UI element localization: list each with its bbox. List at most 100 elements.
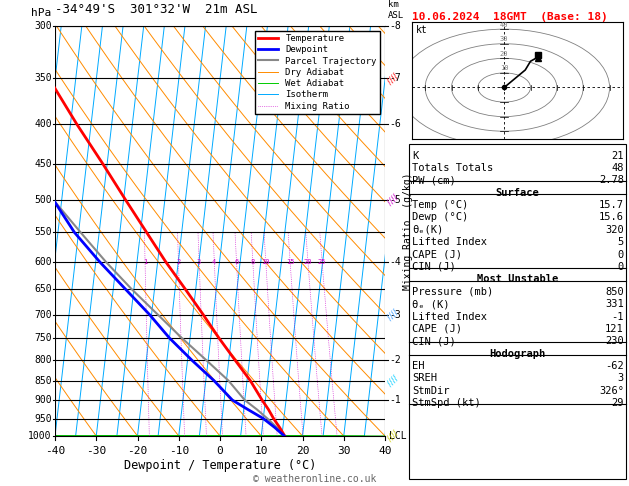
Text: EH: EH [412,361,425,371]
Text: 0: 0 [216,446,223,456]
Text: 20: 20 [304,259,312,265]
Text: 10.06.2024  18GMT  (Base: 18): 10.06.2024 18GMT (Base: 18) [412,12,608,22]
Text: 800: 800 [34,355,52,365]
Text: 1000: 1000 [28,431,52,441]
Text: -62: -62 [605,361,624,371]
Text: -2: -2 [389,355,401,365]
Text: 450: 450 [34,159,52,169]
Text: 320: 320 [605,225,624,235]
Text: 230: 230 [605,336,624,347]
Text: Hodograph: Hodograph [489,348,545,359]
Text: PW (cm): PW (cm) [412,175,456,185]
Text: CIN (J): CIN (J) [412,336,456,347]
Text: 10: 10 [500,66,508,71]
Text: 25: 25 [318,259,326,265]
Text: 550: 550 [34,227,52,238]
Text: -8: -8 [389,21,401,31]
Text: 0: 0 [618,250,624,260]
Text: ////: //// [386,373,401,388]
Text: CAPE (J): CAPE (J) [412,250,462,260]
Text: Pressure (mb): Pressure (mb) [412,287,493,297]
Text: 29: 29 [611,398,624,408]
Text: 10: 10 [262,259,270,265]
Text: LCL: LCL [389,431,407,441]
Text: 30: 30 [500,36,508,42]
Text: 6: 6 [235,259,238,265]
Text: ////: //// [386,307,401,322]
Text: Lifted Index: Lifted Index [412,237,487,247]
Text: 8: 8 [251,259,255,265]
Text: -40: -40 [45,446,65,456]
Text: 20: 20 [500,51,508,57]
Text: StmSpd (kt): StmSpd (kt) [412,398,481,408]
Text: km
ASL: km ASL [388,0,404,20]
Text: CIN (J): CIN (J) [412,262,456,272]
Text: -10: -10 [169,446,189,456]
Text: 0: 0 [618,262,624,272]
Text: ////: //// [386,193,401,207]
Text: 300: 300 [34,21,52,31]
Text: Lifted Index: Lifted Index [412,312,487,322]
Text: hPa: hPa [31,8,52,18]
Text: 3: 3 [618,373,624,383]
Text: 600: 600 [34,257,52,267]
Text: -7: -7 [389,73,401,84]
Text: -3: -3 [389,310,401,319]
Text: 850: 850 [34,376,52,386]
Text: 400: 400 [34,119,52,129]
Text: -34°49'S  301°32'W  21m ASL: -34°49'S 301°32'W 21m ASL [55,3,257,16]
Text: 1: 1 [143,259,147,265]
Text: -5: -5 [389,195,401,205]
Text: -6: -6 [389,119,401,129]
Text: kt: kt [416,25,428,35]
Text: 2: 2 [176,259,181,265]
Text: 30: 30 [337,446,350,456]
Text: 700: 700 [34,310,52,319]
Text: -1: -1 [611,312,624,322]
Text: 121: 121 [605,324,624,334]
Text: 40: 40 [378,446,392,456]
Text: StmDir: StmDir [412,386,450,396]
Text: Totals Totals: Totals Totals [412,163,493,173]
Text: Temp (°C): Temp (°C) [412,200,468,210]
Text: ////: //// [386,429,401,443]
Text: SREH: SREH [412,373,437,383]
Text: θₑ (K): θₑ (K) [412,299,450,309]
Text: Dewpoint / Temperature (°C): Dewpoint / Temperature (°C) [124,459,316,471]
Text: © weatheronline.co.uk: © weatheronline.co.uk [253,473,376,484]
Text: 20: 20 [296,446,309,456]
Text: 10: 10 [255,446,268,456]
Text: CAPE (J): CAPE (J) [412,324,462,334]
Text: 850: 850 [605,287,624,297]
Text: 21: 21 [611,151,624,160]
Text: 900: 900 [34,395,52,405]
Text: 326°: 326° [599,386,624,396]
Text: 950: 950 [34,414,52,423]
Text: 350: 350 [34,73,52,84]
Text: 331: 331 [605,299,624,309]
Text: 3: 3 [197,259,201,265]
Text: 48: 48 [611,163,624,173]
Legend: Temperature, Dewpoint, Parcel Trajectory, Dry Adiabat, Wet Adiabat, Isotherm, Mi: Temperature, Dewpoint, Parcel Trajectory… [255,31,381,114]
Text: 750: 750 [34,333,52,343]
Text: K: K [412,151,418,160]
Text: 2.78: 2.78 [599,175,624,185]
Text: 40: 40 [500,22,508,28]
Text: -1: -1 [389,395,401,405]
Text: 15: 15 [286,259,294,265]
Text: -4: -4 [389,257,401,267]
Text: θₑ(K): θₑ(K) [412,225,443,235]
Text: 5: 5 [618,237,624,247]
Text: -20: -20 [128,446,148,456]
Text: Surface: Surface [496,188,539,198]
Text: 15.6: 15.6 [599,212,624,223]
Text: 500: 500 [34,195,52,205]
Text: 4: 4 [212,259,216,265]
Text: Most Unstable: Most Unstable [477,275,558,284]
Text: Dewp (°C): Dewp (°C) [412,212,468,223]
Text: Mixing Ratio  (g/kg): Mixing Ratio (g/kg) [403,172,413,290]
Text: -30: -30 [86,446,106,456]
Text: ////: //// [386,71,401,86]
Text: 650: 650 [34,284,52,295]
Text: 15.7: 15.7 [599,200,624,210]
